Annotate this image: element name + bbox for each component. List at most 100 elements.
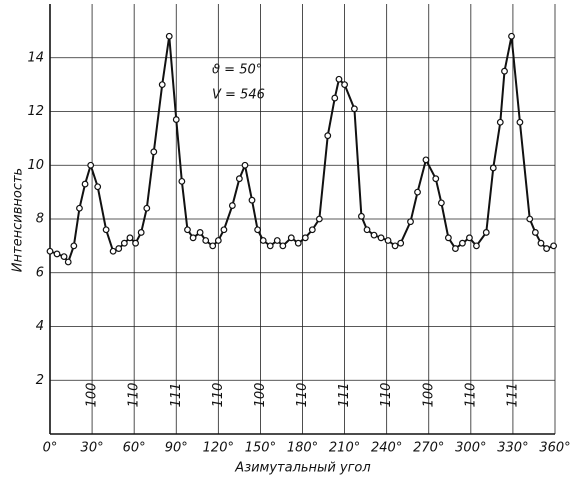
x-tick-label: 210° [329, 441, 360, 456]
x-tick-label: 150° [245, 441, 276, 456]
data-point [60, 253, 68, 261]
x-tick-label: 240° [371, 441, 402, 456]
data-point [335, 75, 343, 83]
x-tick-label: 90° [165, 441, 188, 456]
data-point [308, 226, 316, 234]
data-point [363, 226, 371, 234]
data-point [126, 234, 134, 242]
data-point [294, 239, 302, 247]
data-point [137, 229, 145, 236]
y-axis-label: Интенсивность [11, 168, 26, 272]
peak-label: 100 [253, 383, 268, 408]
peak-label: 110 [127, 383, 142, 408]
data-point [331, 94, 339, 102]
y-tick-label: 12 [27, 104, 44, 119]
x-tick-label: 0° [43, 441, 58, 456]
data-point [543, 245, 550, 252]
peak-label: 100 [85, 383, 100, 408]
data-point [489, 164, 497, 172]
peak-label: 100 [421, 383, 436, 408]
data-point [143, 204, 151, 212]
data-point [414, 188, 421, 196]
data-point [432, 175, 440, 183]
data-point [550, 242, 557, 250]
data-point [178, 177, 186, 185]
data-point [76, 204, 83, 212]
data-point [228, 202, 236, 209]
data-point [407, 218, 414, 226]
data-point [248, 196, 256, 204]
peak-label: 111 [337, 383, 352, 408]
data-point [341, 81, 348, 89]
peak-label: 110 [379, 383, 394, 408]
data-point [537, 239, 545, 247]
peak-label: 110 [295, 383, 310, 408]
data-point [53, 250, 61, 258]
x-tick-label: 180° [287, 441, 318, 456]
data-point [279, 242, 287, 250]
y-tick-label: 6 [36, 265, 44, 280]
data-point [301, 234, 309, 242]
y-tick-label: 10 [27, 158, 44, 173]
data-point [287, 234, 295, 242]
x-tick-label: 300° [455, 441, 486, 456]
data-point [259, 237, 267, 244]
data-point [184, 226, 191, 234]
data-point [266, 242, 274, 250]
data-point [120, 239, 128, 247]
data-point [81, 180, 89, 188]
data-point [351, 105, 358, 113]
data-point [172, 116, 180, 123]
data-point [452, 245, 459, 252]
data-point [273, 237, 281, 244]
data-point [241, 161, 249, 169]
data-point [94, 183, 102, 191]
data-point [315, 215, 323, 223]
y-tick-label: 14 [27, 50, 44, 65]
data-point [235, 175, 243, 183]
data-point [466, 234, 473, 242]
x-tick-label: 30° [81, 441, 104, 456]
data-point [132, 239, 139, 247]
data-point [64, 258, 72, 266]
peak-label: 111 [505, 383, 520, 408]
data-point [189, 234, 197, 242]
x-axis-label: Азимутальный угол [234, 461, 370, 476]
data-point [516, 118, 524, 126]
y-tick-label: 8 [36, 212, 44, 227]
data-point [109, 247, 117, 255]
data-point [196, 229, 204, 236]
data-point [444, 234, 452, 242]
x-tick-label: 360° [539, 441, 570, 456]
data-point [422, 156, 430, 164]
data-point [150, 148, 158, 156]
data-point [254, 226, 262, 234]
data-point [220, 226, 228, 234]
data-point [209, 242, 217, 250]
peak-label: 110 [211, 383, 226, 408]
data-point [437, 199, 445, 207]
data-point [87, 161, 95, 169]
peak-label: 111 [169, 383, 184, 408]
data-point [391, 242, 399, 250]
data-point [158, 81, 166, 89]
x-tick-label: 120° [203, 441, 234, 456]
annotation: V = 546 [212, 88, 265, 103]
data-line [49, 36, 554, 265]
data-point [531, 229, 539, 236]
data-point [397, 239, 405, 247]
data-point [214, 237, 222, 244]
data-point [501, 67, 508, 75]
data-point [370, 231, 378, 239]
data-point [202, 237, 210, 244]
data-point [482, 229, 490, 236]
y-tick-label: 4 [36, 319, 44, 334]
y-tick-label: 2 [36, 373, 44, 388]
data-point [459, 239, 466, 247]
data-point [324, 132, 332, 140]
data-point [358, 212, 365, 220]
data-point [46, 247, 54, 255]
data-point [508, 32, 515, 40]
data-point [377, 234, 385, 242]
